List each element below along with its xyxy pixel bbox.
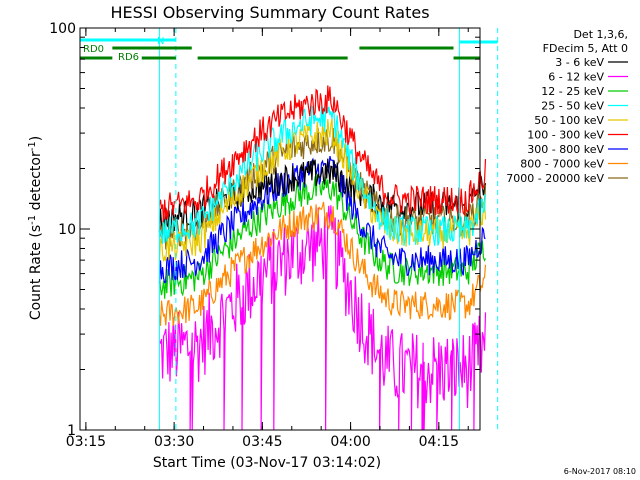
legend-label-800-7000-kev: 800 - 7000 keV	[520, 158, 604, 171]
x-tick-label: 03:45	[242, 434, 282, 450]
night-label: N	[157, 36, 164, 47]
y-axis-label-part1: Count Rate (s	[28, 225, 44, 320]
series-line-12-25-kev	[158, 174, 487, 299]
legend-label-100-300-kev: 100 - 300 keV	[527, 129, 604, 142]
legend-label-3-6-kev: 3 - 6 keV	[555, 56, 604, 69]
y-axis-label-sup2: -1	[27, 141, 38, 151]
axes: 03:15 03:30 03:45 04:00 04:15 1 10 100	[49, 21, 481, 450]
series-line-300-800-kev	[158, 155, 486, 284]
y-axis-label: Count Rate (s-1 detector-1)	[27, 136, 44, 320]
legend-label-7000-20000-kev: 7000 - 20000 keV	[506, 172, 604, 185]
series-line-6-12-kev	[158, 205, 487, 431]
legend-header-1: Det 1,3,6,	[573, 28, 628, 41]
legend-label-25-50-kev: 25 - 50 keV	[541, 100, 604, 113]
date-stamp: 6-Nov-2017 08:10	[564, 467, 636, 476]
series-line-25-50-kev	[158, 103, 487, 246]
x-axis-label: Start Time (03-Nov-17 03:14:02)	[153, 455, 381, 471]
x-tick-label: 04:00	[330, 434, 370, 450]
series-line-100-300-kev	[158, 85, 487, 223]
legend-label-50-100-kev: 50 - 100 keV	[534, 114, 604, 127]
legend-label-300-800-kev: 300 - 800 keV	[527, 143, 604, 156]
legend: Det 1,3,6,FDecim 5, Att 03 - 6 keV 6 - 12…	[506, 28, 628, 185]
series-line-800-7000-kev	[158, 201, 487, 326]
chart-title: HESSI Observing Summary Count Rates	[110, 3, 429, 22]
y-tick-label: 100	[49, 21, 76, 37]
legend-header-2: FDecim 5, Att 0	[543, 42, 628, 55]
y-axis-label-sup1: -1	[27, 215, 38, 225]
y-tick-label: 1	[67, 423, 76, 439]
y-tick-label: 10	[58, 222, 76, 238]
y-axis-label-part3: )	[28, 136, 44, 141]
x-tick-label: 03:30	[154, 434, 194, 450]
legend-label-6-12-kev: 6 - 12 keV	[548, 71, 604, 84]
x-tick-label: 03:15	[66, 434, 106, 450]
plot-area: N RD0 RD6	[80, 28, 499, 431]
x-tick-label: 04:15	[419, 434, 459, 450]
y-axis-label-part2: detector	[28, 151, 44, 215]
legend-label-12-25-kev: 12 - 25 keV	[541, 85, 604, 98]
rd0-label: RD0	[83, 44, 104, 55]
rd6-label: RD6	[118, 52, 139, 63]
